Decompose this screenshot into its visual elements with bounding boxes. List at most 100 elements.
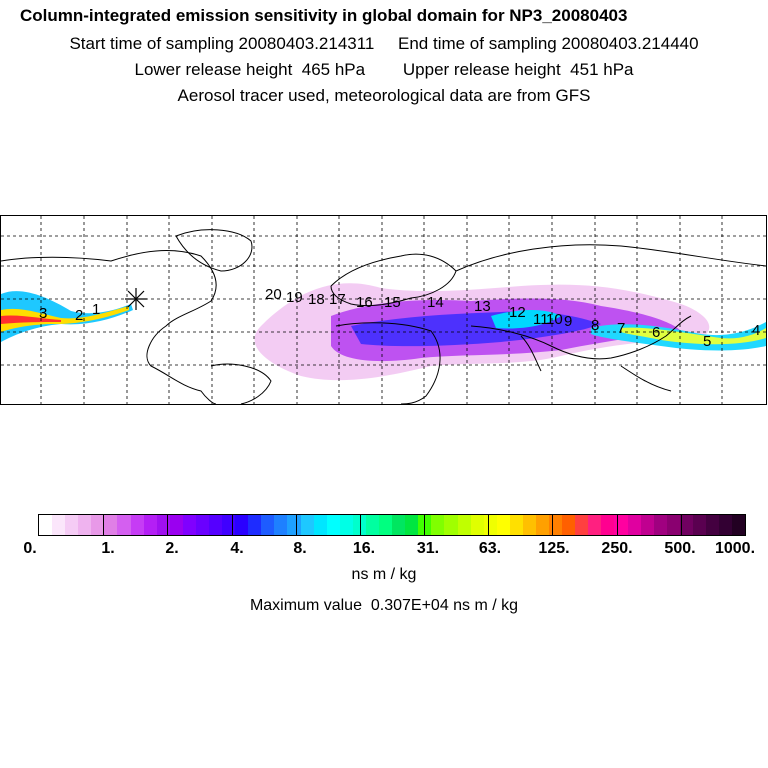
sampling-time-line: Start time of sampling 20080403.214311 E… [69,34,699,53]
colorbar-segment [352,515,366,535]
colorbar-tick-3: 4. [230,540,244,557]
colorbar-tick-11: 1000. [714,540,756,557]
colorbar-segment [287,515,301,535]
colorbar-divider [295,515,297,535]
colorbar-segment [209,515,223,535]
coast-maritime-se-asia [620,365,672,392]
colorbar-segment [679,515,693,535]
colorbar-segment [640,515,654,535]
colorbar-segment [78,515,92,535]
graticule [1,216,766,404]
colorbar-segment [732,515,746,535]
colorbar-tick-5: 16. [352,540,376,557]
colorbar-tick-8: 125. [538,540,570,557]
colorbar-segment [365,515,380,535]
colorbar-segment [496,515,510,535]
traj-label-18: 18 [308,291,325,308]
colorbar-segment [91,515,105,535]
colorbar-tick-9: 250. [601,540,633,557]
colorbar-segment [614,515,628,535]
traj-label-16: 16 [356,294,373,311]
colorbar-tick-10: 500. [664,540,696,557]
colorbar-divider [424,515,426,535]
plot-title: Column-integrated emission sensitivity i… [20,6,628,25]
colorbar-segment [575,515,589,535]
colorbar [38,514,746,536]
traj-label-15: 15 [384,294,401,311]
plume-core-west-hot [1,306,129,332]
coast-europe [330,253,457,307]
colorbar-segment [65,515,79,535]
traj-label-20: 20 [265,286,282,303]
release-height-line: Lower release height 465 hPa Upper relea… [134,60,634,79]
colorbar-divider [103,515,105,535]
colorbar-segment [248,515,262,535]
traj-label-13: 13 [474,298,491,315]
colorbar-unit-label: ns m / kg [351,566,417,583]
coastlines [1,229,766,404]
colorbar-segment [431,515,445,535]
tracer-info-line: Aerosol tracer used, meteorological data… [177,86,591,105]
colorbar-divider [231,515,233,535]
traj-label-12: 12 [509,304,526,321]
colorbar-segment [130,515,144,535]
colorbar-divider [552,515,554,535]
colorbar-segment [39,515,53,535]
colorbar-segment [169,515,183,535]
colorbar-tick-0: 0. [23,540,37,557]
colorbar-segment [522,515,536,535]
plume-core-west-red [1,315,61,324]
colorbar-segment [222,515,236,535]
traj-label-5: 5 [703,333,711,350]
colorbar-segment [627,515,641,535]
coast-greenland [175,229,253,272]
traj-label-9: 9 [564,313,572,330]
colorbar-segment [156,515,170,535]
plume-core-west [1,291,133,342]
colorbar-tick-6: 31. [416,540,440,557]
traj-label-7: 7 [617,320,625,337]
colorbar-tick-7: 63. [478,540,502,557]
colorbar-segment [235,515,249,535]
colorbar-divider [680,515,682,535]
colorbar-segment [562,515,576,535]
traj-label-6: 6 [652,324,660,341]
traj-label-10: 10 [546,311,563,328]
colorbar-segment [692,515,706,535]
colorbar-segment [261,515,275,535]
colorbar-segment [104,515,118,535]
colorbar-segment [535,515,550,535]
plume-cyan [491,310,561,329]
traj-label-11: 11 [533,311,549,328]
coast-asia [455,244,766,360]
traj-label-2: 2 [75,307,83,324]
colorbar-segment [274,515,288,535]
release-point-asterisk [125,288,147,310]
colorbar-segment [549,515,563,535]
colorbar-divider [359,515,361,535]
colorbar-segment [326,515,340,535]
colorbar-segment [483,515,497,535]
colorbar-segment [379,515,393,535]
colorbar-segment [457,515,471,535]
colorbar-segment [143,515,157,535]
colorbar-divider [488,515,490,535]
colorbar-segment [313,515,327,535]
colorbar-divider [167,515,169,535]
colorbar-segment [117,515,131,535]
maximum-value-label: Maximum value 0.307E+04 ns m / kg [249,597,519,614]
colorbar-segment [52,515,66,535]
trajectory-labels: 20 19 18 17 16 15 14 13 12 11 10 9 8 7 6… [39,286,760,350]
coast-north-america [1,250,217,404]
colorbar-segment [705,515,720,535]
emission-sensitivity-map: 20 19 18 17 16 15 14 13 12 11 10 9 8 7 6… [0,215,767,405]
traj-label-14: 14 [427,294,444,311]
colorbar-segment [601,515,615,535]
colorbar-tick-1: 1. [101,540,115,557]
colorbar-segment [392,515,406,535]
traj-label-8: 8 [591,317,599,334]
traj-label-1: 1 [92,301,100,318]
colorbar-segment [444,515,458,535]
traj-label-4: 4 [752,322,760,339]
map-canvas: 20 19 18 17 16 15 14 13 12 11 10 9 8 7 6… [1,216,766,404]
